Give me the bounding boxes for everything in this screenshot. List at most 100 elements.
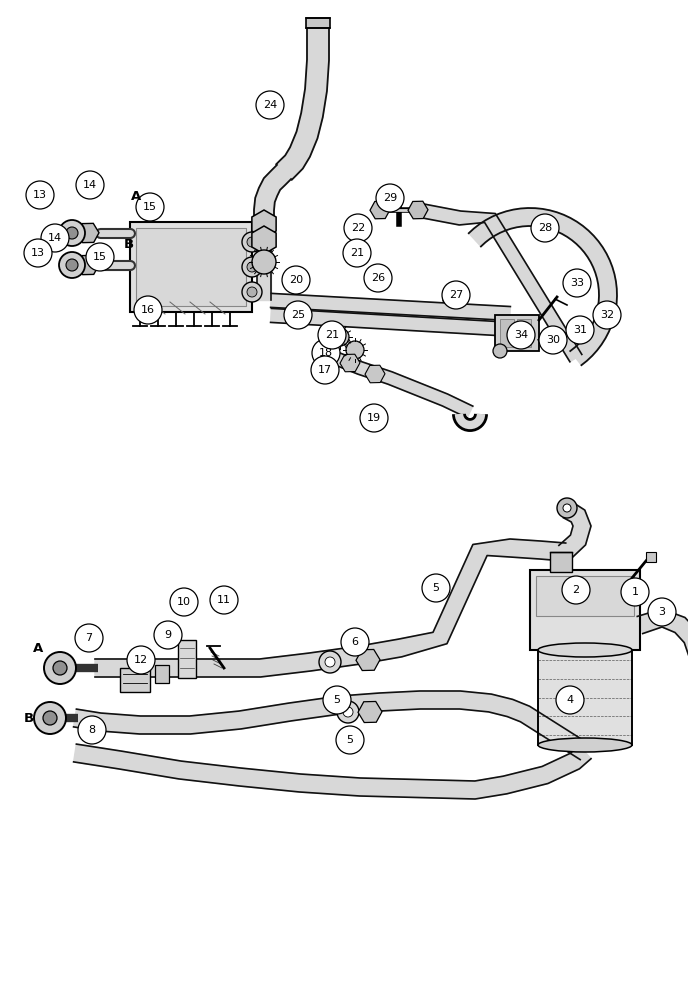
Circle shape: [66, 227, 78, 239]
Circle shape: [343, 707, 353, 717]
Circle shape: [325, 657, 335, 667]
Circle shape: [247, 287, 257, 297]
Text: A: A: [131, 190, 141, 202]
Text: 33: 33: [570, 278, 584, 288]
Circle shape: [127, 646, 155, 674]
Text: 25: 25: [291, 310, 305, 320]
Text: 19: 19: [367, 413, 381, 423]
Circle shape: [34, 702, 66, 734]
Bar: [495, 315, 539, 351]
Circle shape: [252, 250, 276, 274]
Circle shape: [337, 701, 359, 723]
Circle shape: [563, 504, 571, 512]
Circle shape: [282, 266, 310, 294]
Polygon shape: [332, 352, 473, 418]
Circle shape: [318, 321, 346, 349]
Circle shape: [563, 269, 591, 297]
Circle shape: [26, 181, 54, 209]
Bar: [550, 552, 572, 572]
Circle shape: [24, 239, 52, 267]
Circle shape: [210, 586, 238, 614]
Polygon shape: [469, 208, 617, 365]
Polygon shape: [254, 165, 291, 222]
Circle shape: [75, 624, 103, 652]
Bar: [178, 640, 196, 678]
Bar: [530, 570, 640, 650]
Text: 3: 3: [658, 607, 665, 617]
Circle shape: [562, 576, 590, 604]
Text: 21: 21: [325, 330, 339, 340]
Circle shape: [493, 344, 507, 358]
Text: 17: 17: [318, 365, 332, 375]
Circle shape: [593, 301, 621, 329]
Text: 14: 14: [48, 233, 62, 243]
Text: 21: 21: [350, 248, 364, 258]
Text: 14: 14: [83, 180, 97, 190]
Circle shape: [76, 171, 104, 199]
Bar: [306, 18, 330, 28]
Bar: [130, 222, 252, 312]
Text: 1: 1: [632, 587, 638, 597]
Polygon shape: [270, 293, 510, 321]
Circle shape: [78, 716, 106, 744]
Text: 4: 4: [566, 695, 574, 705]
Circle shape: [41, 224, 69, 252]
Text: 29: 29: [383, 193, 397, 203]
Circle shape: [247, 237, 257, 247]
Polygon shape: [276, 25, 329, 180]
Polygon shape: [538, 650, 632, 745]
Text: 26: 26: [371, 273, 385, 283]
Circle shape: [256, 91, 284, 119]
Circle shape: [346, 341, 364, 359]
Circle shape: [242, 257, 262, 277]
Bar: [120, 668, 150, 692]
Circle shape: [336, 726, 364, 754]
Text: 16: 16: [141, 305, 155, 315]
Circle shape: [507, 321, 535, 349]
Circle shape: [66, 259, 78, 271]
Circle shape: [556, 686, 584, 714]
Text: 5: 5: [347, 735, 354, 745]
Text: B: B: [124, 238, 134, 251]
Circle shape: [364, 264, 392, 292]
Text: 15: 15: [93, 252, 107, 262]
Text: 13: 13: [33, 190, 47, 200]
Ellipse shape: [538, 643, 632, 657]
Text: 12: 12: [134, 655, 148, 665]
Circle shape: [136, 193, 164, 221]
Circle shape: [648, 598, 676, 626]
Text: 5: 5: [433, 583, 440, 593]
Bar: [136, 228, 246, 306]
Circle shape: [621, 578, 649, 606]
Polygon shape: [95, 539, 566, 677]
Circle shape: [170, 588, 198, 616]
Circle shape: [343, 239, 371, 267]
Circle shape: [311, 356, 339, 384]
Polygon shape: [74, 691, 590, 760]
Circle shape: [53, 661, 67, 675]
Circle shape: [59, 252, 85, 278]
Circle shape: [242, 232, 262, 252]
Text: 24: 24: [263, 100, 277, 110]
Bar: [500, 319, 514, 347]
Text: A: A: [33, 642, 43, 654]
Bar: [646, 552, 656, 562]
Polygon shape: [417, 203, 582, 362]
Text: 9: 9: [164, 630, 171, 640]
Text: 22: 22: [351, 223, 365, 233]
Circle shape: [154, 621, 182, 649]
Circle shape: [360, 404, 388, 432]
Polygon shape: [559, 502, 591, 559]
Circle shape: [341, 628, 369, 656]
Circle shape: [134, 296, 162, 324]
Circle shape: [566, 316, 594, 344]
Text: 6: 6: [352, 637, 358, 647]
Text: 11: 11: [217, 595, 231, 605]
Text: 32: 32: [600, 310, 614, 320]
Text: 13: 13: [31, 248, 45, 258]
Text: 5: 5: [334, 695, 341, 705]
Text: 10: 10: [177, 597, 191, 607]
Ellipse shape: [538, 738, 632, 752]
Circle shape: [331, 328, 349, 346]
Circle shape: [86, 243, 114, 271]
